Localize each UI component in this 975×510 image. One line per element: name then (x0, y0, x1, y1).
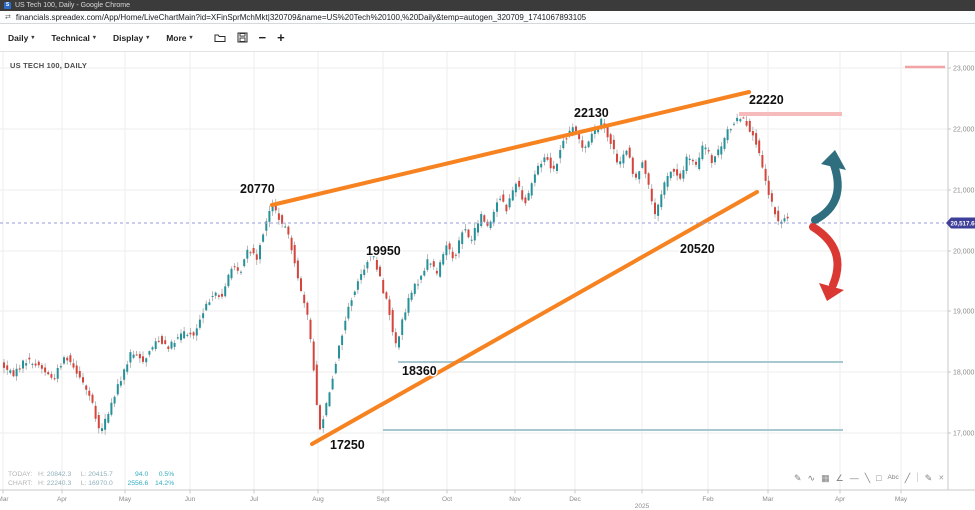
y-axis-label: 20,000 (953, 249, 975, 256)
annotation-20770[interactable]: 20770 (239, 181, 277, 198)
spreadex-favicon: S (4, 2, 11, 9)
y-axis-label: 19,000 (953, 309, 975, 316)
annotation-19950[interactable]: 19950 (365, 243, 403, 260)
menu-technical[interactable]: Technical ▾ (51, 32, 96, 43)
y-axis-label: 22,000 (953, 127, 975, 134)
annotation-22130[interactable]: 22130 (573, 105, 611, 122)
annotation-18360[interactable]: 18360 (401, 363, 439, 380)
x-axis-label: Jun (185, 496, 196, 503)
trend-line-tool-icon[interactable]: ╲ (864, 472, 871, 483)
lower-trendline[interactable] (310, 190, 759, 446)
menu-display[interactable]: Display ▾ (112, 32, 150, 43)
x-axis-label: Apr (57, 496, 68, 503)
up-arrow (811, 150, 846, 224)
window-title: US Tech 100, Daily - Google Chrome (15, 2, 131, 9)
close-tool-icon[interactable]: ✕ (938, 474, 945, 482)
window-titlebar: S US Tech 100, Daily - Google Chrome (0, 0, 975, 11)
menu-daily[interactable]: Daily ▾ (8, 32, 35, 43)
address-bar[interactable]: ⇄ financials.spreadex.com/App/Home/LiveC… (0, 11, 975, 24)
chart-stats: TODAY: H: 20842.3 L: 20415.7 94.0 0.5% CHART:… (8, 471, 174, 488)
x-axis-label: Mar (762, 496, 774, 503)
x-axis-label: Jul (250, 496, 259, 503)
x-axis-label: Apr (835, 496, 846, 503)
chart-area: 20770 22130 22220 19950 20520 18360 17250 23,00… (0, 52, 975, 510)
line-tool-icon[interactable]: ╱ (904, 472, 911, 483)
y-axis-label: 23,000 (953, 66, 975, 73)
curve-tool-icon[interactable]: ∿ (807, 472, 816, 483)
stats-row: TODAY: H: 20842.3 L: 20415.7 94.0 0.5% (8, 471, 175, 478)
horizontal-line-tool-icon[interactable]: — (849, 472, 859, 483)
current-price-badge: 20,517.60 (946, 217, 975, 229)
annotation-22220[interactable]: 22220 (748, 92, 786, 109)
x-axis-label: May (119, 496, 132, 503)
separator: | (916, 472, 919, 483)
price-chart[interactable]: 20770 22130 22220 19950 20520 18360 17250 23,00… (0, 52, 975, 510)
fan-lines-tool-icon[interactable]: ∠ (835, 472, 844, 483)
x-axis-label: Feb (702, 496, 714, 503)
open-folder-icon[interactable] (214, 32, 226, 43)
y-axis-label: 21,000 (953, 188, 975, 195)
x-axis-label: May (895, 496, 908, 503)
drawing-toolbar: ✎ ∿ ▦ ∠ — ╲ □ Abc ╱ | ✎ ✕ (794, 473, 944, 483)
x-axis-label: 2025 (635, 503, 650, 510)
url-text[interactable]: financials.spreadex.com/App/Home/LiveCha… (15, 12, 587, 22)
annotation-17250[interactable]: 17250 (329, 437, 367, 454)
save-icon[interactable] (237, 32, 248, 43)
zoom-out-icon[interactable]: − (258, 30, 267, 45)
annotation-20520[interactable]: 20520 (679, 241, 717, 258)
x-axis-label: Mar (0, 496, 9, 503)
stats-row: CHART: H: 22240.3 L: 16970.0 2556.6 14.2% (8, 479, 175, 487)
zoom-in-icon[interactable]: + (277, 30, 285, 45)
edit-tool-icon[interactable]: ✎ (924, 472, 933, 483)
x-axis-label: Dec (569, 496, 581, 503)
text-tool-icon[interactable]: Abc (887, 473, 899, 481)
chart-toolbar: Daily ▾ Technical ▾ Display ▾ More ▾ − + (0, 24, 975, 52)
pen-tool-icon[interactable]: ✎ (794, 472, 802, 483)
y-axis-label: 17,000 (953, 431, 975, 438)
svg-text:20,517.60: 20,517.60 (951, 220, 975, 227)
fib-grid-tool-icon[interactable]: ▦ (821, 472, 830, 483)
x-axis-label: Oct (442, 496, 452, 503)
y-axis-label: 18,000 (953, 370, 975, 377)
down-arrow (809, 223, 844, 301)
upper-trendline[interactable] (270, 90, 751, 207)
chevron-down-icon: ▾ (31, 35, 35, 41)
chevron-down-icon: ▾ (92, 35, 96, 41)
chevron-down-icon: ▾ (146, 35, 150, 41)
rectangle-tool-icon[interactable]: □ (876, 472, 882, 483)
x-axis-label: Nov (509, 496, 521, 503)
x-axis-label: Aug (312, 496, 324, 503)
menu-more[interactable]: More ▾ (166, 32, 193, 43)
chevron-down-icon: ▾ (189, 35, 193, 41)
candles-up (9, 117, 786, 432)
x-axis-label: Sept (376, 496, 390, 503)
candle-wicks (3, 113, 788, 435)
page-info-icon: ⇄ (5, 13, 11, 21)
instrument-label: US TECH 100, DAILY (10, 61, 88, 70)
